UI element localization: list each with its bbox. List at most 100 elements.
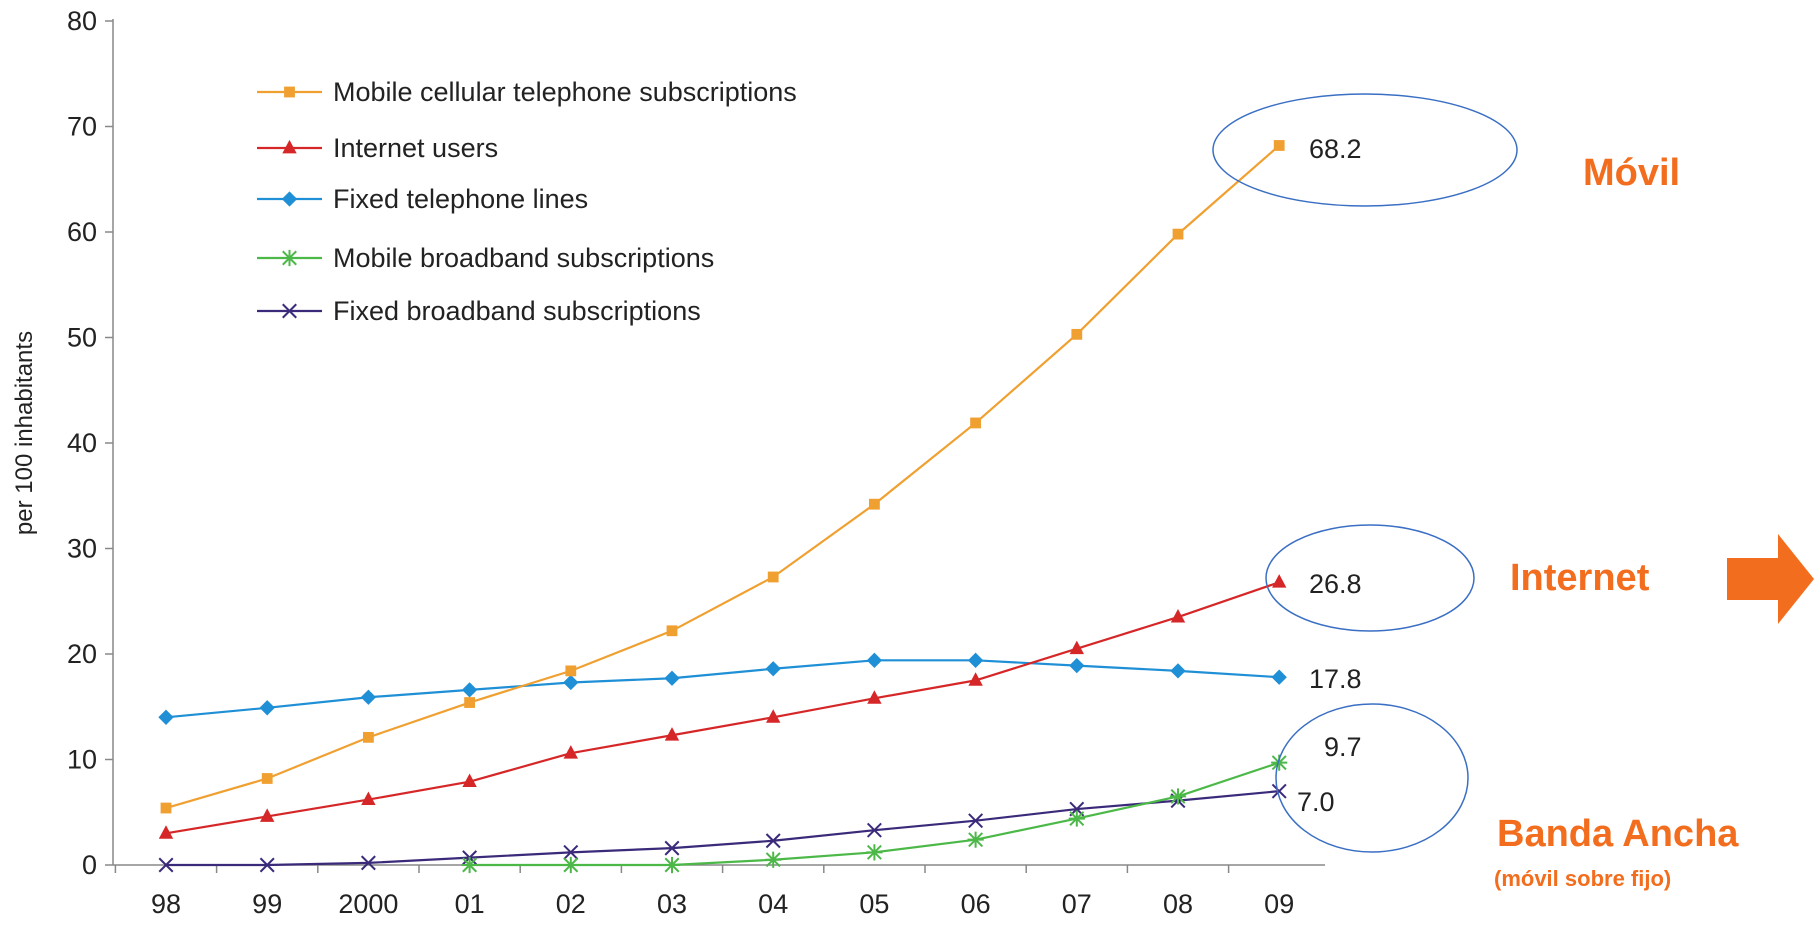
data-point — [1271, 783, 1287, 799]
data-point — [1273, 140, 1285, 151]
data-point — [664, 727, 680, 741]
annotation-internet: Internet — [1510, 557, 1650, 599]
data-point — [1271, 669, 1287, 685]
chart-series — [158, 140, 1288, 874]
y-tick-label: 20 — [67, 639, 97, 669]
end-label-fixed-broadband: 7.0 — [1297, 787, 1335, 817]
end-label-fixed-lines: 17.8 — [1309, 664, 1362, 694]
data-point — [869, 498, 880, 510]
data-point — [158, 825, 174, 839]
x-tick-label: 05 — [859, 889, 889, 919]
x-tick-label: 04 — [758, 889, 788, 919]
data-point — [1272, 574, 1287, 588]
series-line — [165, 144, 1280, 810]
y-tick-label: 40 — [67, 428, 97, 458]
right-arrow-icon — [1727, 534, 1814, 624]
data-point — [281, 191, 298, 207]
data-point — [260, 808, 275, 822]
data-point — [967, 652, 984, 668]
legend-item: Internet users — [257, 133, 498, 163]
annotation-banda-ancha-sub: (móvil sobre fijo) — [1494, 866, 1671, 891]
series-line — [165, 659, 1280, 719]
annotation-banda-ancha: Banda Ancha — [1497, 813, 1739, 855]
data-point — [663, 856, 681, 874]
y-tick-label: 80 — [67, 6, 97, 36]
x-tick-label: 02 — [556, 889, 586, 919]
data-point — [1068, 810, 1085, 827]
data-point — [363, 731, 374, 743]
data-point — [360, 855, 376, 871]
legend-item: Mobile cellular telephone subscriptions — [257, 77, 797, 107]
data-point — [284, 86, 295, 98]
data-point — [664, 670, 680, 686]
data-point — [281, 249, 298, 267]
legend-label: Fixed telephone lines — [333, 184, 588, 214]
chart-axes: 0 10 20 30 40 50 60 70 80 98 99 2000 01 02 03 04 05 06 07 0… — [67, 6, 1325, 919]
data-point — [1069, 657, 1085, 674]
data-point — [563, 844, 579, 860]
legend-label: Mobile broadband subscriptions — [333, 243, 714, 273]
series-fixed-telephone-lines — [158, 652, 1287, 725]
x-tick-label: 08 — [1163, 889, 1193, 919]
y-tick-label: 60 — [67, 217, 97, 247]
data-point — [767, 571, 779, 583]
data-point — [563, 745, 578, 759]
data-point — [158, 857, 174, 873]
highlight-ellipse-mobile — [1212, 93, 1518, 207]
data-point — [866, 822, 882, 838]
x-tick-label: 01 — [455, 889, 485, 919]
data-point — [866, 844, 883, 861]
data-point — [968, 672, 983, 686]
data-point — [1069, 640, 1084, 655]
series-fixed-broadband-subscriptions — [158, 783, 1287, 873]
y-tick-label: 0 — [82, 850, 97, 880]
highlight-ellipse-internet — [1265, 524, 1475, 632]
x-tick-label: 99 — [252, 889, 282, 919]
data-point — [1169, 788, 1187, 805]
highlight-ellipse-broadband — [1275, 703, 1469, 853]
data-point — [1071, 328, 1083, 340]
x-tick-label: 07 — [1062, 889, 1092, 919]
y-tick-label: 30 — [67, 534, 97, 564]
x-tick-label: 06 — [961, 889, 991, 919]
data-point — [1170, 608, 1186, 623]
legend-label: Fixed broadband subscriptions — [333, 296, 701, 326]
y-tick-label: 10 — [67, 745, 97, 775]
data-point — [765, 833, 781, 849]
series-mobile-broadband-subscriptions — [461, 754, 1288, 874]
end-label-mobile: 68.2 — [1309, 134, 1362, 164]
data-point — [766, 709, 781, 723]
data-point — [462, 773, 477, 788]
data-point — [765, 661, 781, 677]
data-point — [1172, 228, 1184, 240]
series-internet-users — [158, 574, 1287, 839]
data-point — [464, 697, 475, 708]
data-point — [968, 813, 984, 829]
series-mobile-cellular-telephone-subscriptions — [160, 140, 1285, 814]
data-point — [282, 139, 297, 154]
y-axis-title: per 100 inhabitants — [11, 331, 38, 535]
data-point — [259, 857, 275, 873]
data-point — [158, 709, 174, 725]
legend-item: Mobile broadband subscriptions — [257, 243, 714, 273]
data-point — [765, 851, 782, 868]
data-point — [259, 700, 275, 716]
data-point — [160, 802, 172, 814]
data-point — [565, 665, 577, 677]
data-point — [967, 831, 984, 848]
legend-item: Fixed broadband subscriptions — [257, 296, 701, 326]
x-tick-label: 2000 — [338, 889, 398, 919]
data-point — [970, 417, 981, 429]
data-point — [562, 856, 579, 874]
data-point — [461, 682, 478, 698]
data-point — [461, 856, 478, 874]
data-point — [563, 674, 579, 691]
legend-item: Fixed telephone lines — [257, 184, 588, 214]
legend-label: Internet users — [333, 133, 498, 163]
series-line — [166, 790, 1280, 867]
data-point — [666, 625, 678, 637]
x-tick-label: 98 — [151, 889, 181, 919]
data-point — [261, 773, 273, 784]
y-tick-label: 70 — [67, 112, 97, 142]
